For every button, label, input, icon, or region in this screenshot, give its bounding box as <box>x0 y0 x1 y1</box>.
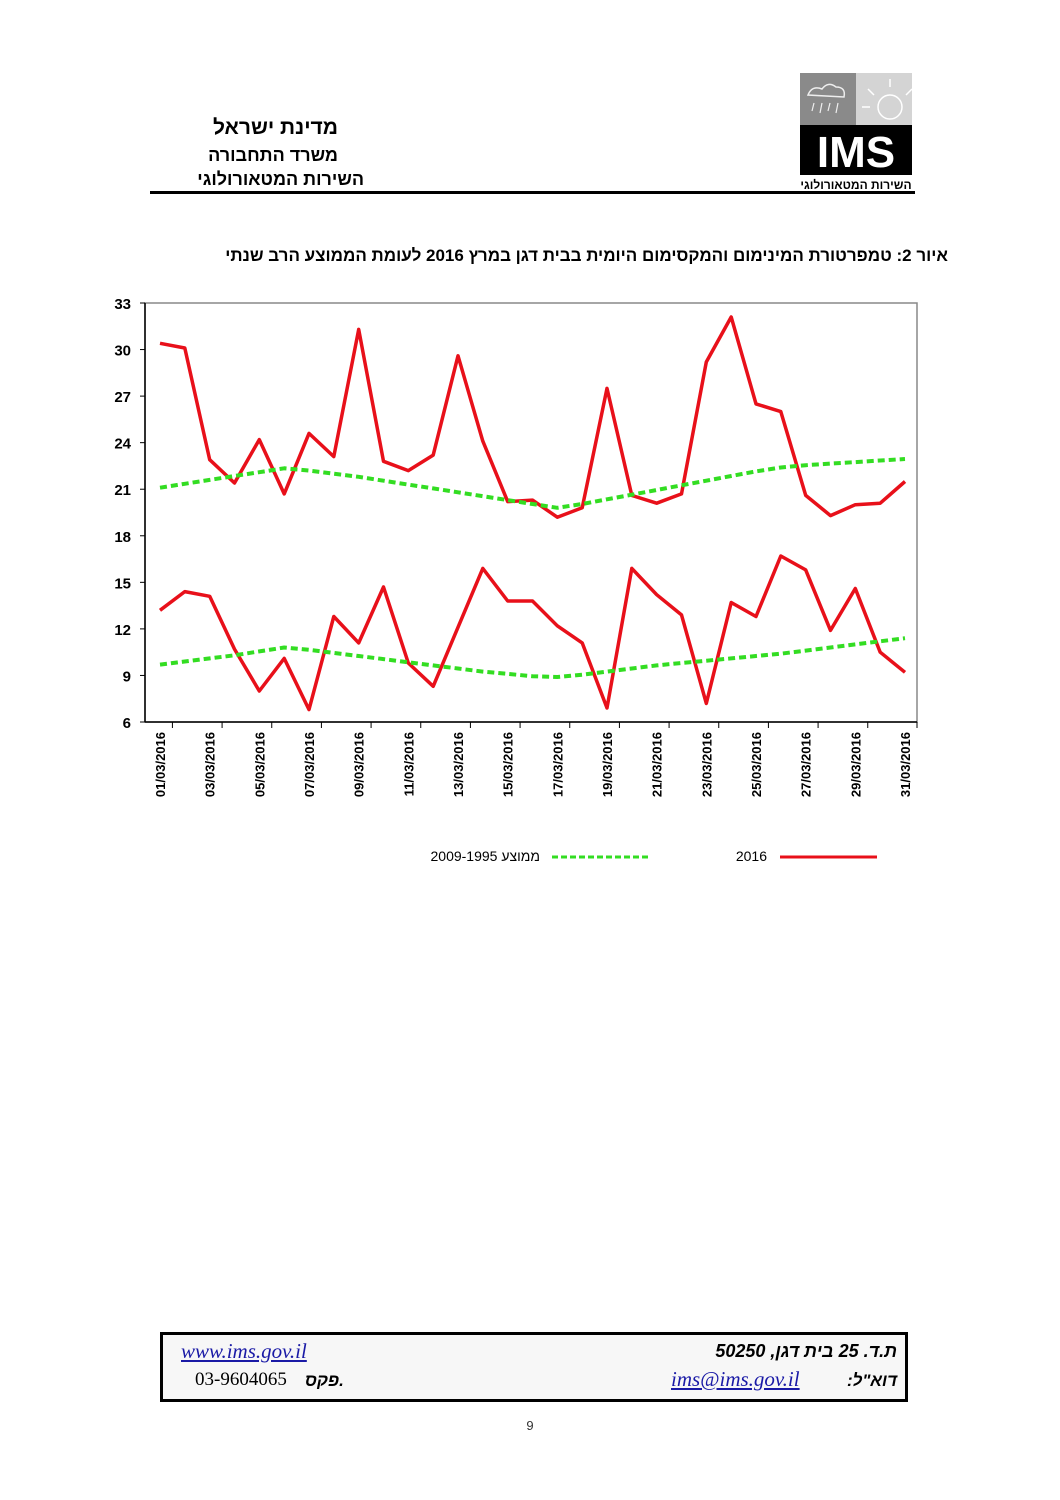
chart-legend: 2009-1995 ממוצע 2016 <box>431 848 877 864</box>
y-tick-label: 21 <box>114 482 131 499</box>
ims-logo: IMS השירות המטאורולוגי <box>800 73 912 192</box>
fax-number: 03-9604065 <box>195 1369 287 1390</box>
x-tick-label: 13/03/2016 <box>451 732 466 797</box>
y-tick-label: 30 <box>114 343 131 360</box>
postal-address: ת.ד. 25 בית דגן, 50250 <box>715 1341 897 1361</box>
header-service: השירות המטאורולוגי <box>197 169 364 189</box>
legend-average-label: 2009-1995 ממוצע <box>431 848 541 864</box>
x-tick-label: 07/03/2016 <box>302 732 317 797</box>
x-tick-label: 19/03/2016 <box>600 732 615 797</box>
plot-area <box>144 302 918 723</box>
legend-2016-label: 2016 <box>736 848 767 864</box>
y-tick-label: 18 <box>114 529 131 546</box>
y-tick-label: 24 <box>114 436 131 453</box>
x-tick-label: 21/03/2016 <box>650 732 665 797</box>
contact-footer: www.ims.gov.il ת.ד. 25 בית דגן, 50250 03… <box>160 1332 908 1402</box>
x-tick-label: 11/03/2016 <box>401 732 416 796</box>
chart-title: איור 2: טמפרטורת המינימום והמקסימום היומ… <box>225 246 948 265</box>
series-line-2 <box>159 457 906 510</box>
email-label: דוא"ל: <box>846 1371 897 1390</box>
logo-text: IMS <box>817 128 895 177</box>
fax-label: פקס. <box>305 1371 344 1390</box>
y-tick-label: 12 <box>114 622 131 639</box>
logo-subtitle: השירות המטאורולוגי <box>800 178 911 192</box>
x-tick-label: 27/03/2016 <box>799 732 814 797</box>
x-tick-label: 23/03/2016 <box>699 732 714 797</box>
header-state: מדינת ישראל <box>212 116 338 139</box>
x-tick-label: 09/03/2016 <box>352 732 367 797</box>
y-tick-label: 9 <box>123 668 131 685</box>
x-tick-label: 05/03/2016 <box>252 732 267 797</box>
x-tick-label: 31/03/2016 <box>898 732 913 797</box>
y-tick-label: 6 <box>123 715 131 732</box>
series-line-3 <box>159 636 906 679</box>
header-ministry: משרד התחבורה <box>208 145 338 165</box>
x-tick-label: 01/03/2016 <box>153 732 168 797</box>
x-tick-label: 17/03/2016 <box>550 732 565 797</box>
x-tick-label: 29/03/2016 <box>848 732 863 797</box>
x-tick-label: 03/03/2016 <box>203 732 218 797</box>
email-link[interactable]: ims@ims.gov.il <box>671 1367 800 1391</box>
website-link[interactable]: www.ims.gov.il <box>181 1339 307 1363</box>
series-line-0 <box>159 315 907 519</box>
y-tick-label: 15 <box>114 575 131 592</box>
x-tick-label: 15/03/2016 <box>501 732 516 797</box>
header-divider <box>150 191 915 194</box>
y-tick-label: 33 <box>114 296 131 313</box>
series-line-1 <box>158 554 907 712</box>
x-tick-label: 25/03/2016 <box>749 732 764 797</box>
page-number: 9 <box>526 1418 534 1433</box>
temperature-chart: 6 9 12 15 18 21 24 27 30 33 01/03/2016 03/03/2016 05… <box>114 296 918 864</box>
y-tick-label: 27 <box>114 389 131 406</box>
